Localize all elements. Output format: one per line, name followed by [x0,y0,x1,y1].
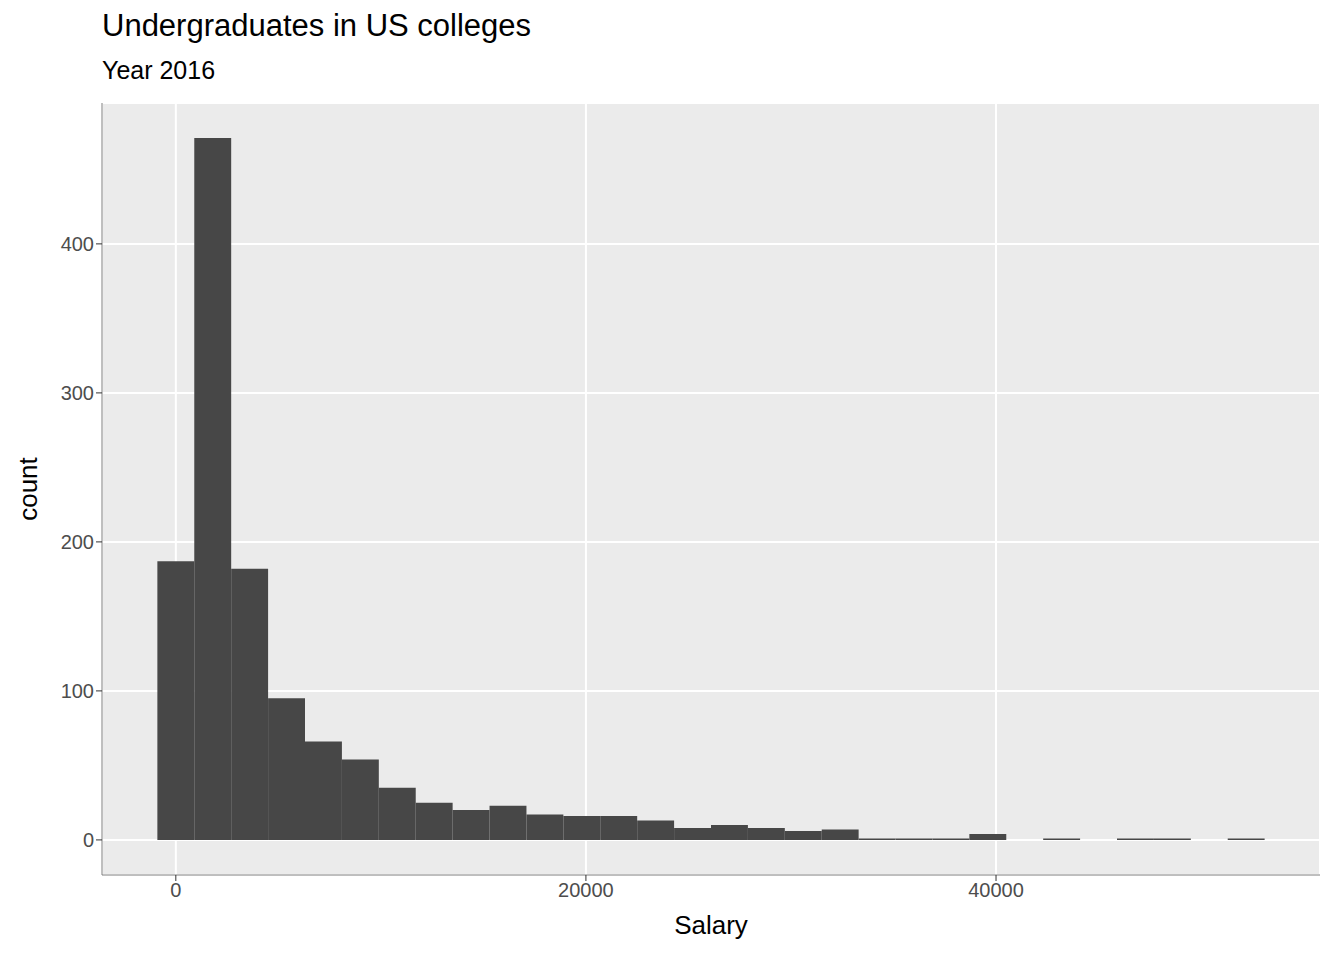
svg-text:300: 300 [61,382,94,404]
svg-text:400: 400 [61,233,94,255]
svg-text:20000: 20000 [558,879,614,901]
html-text:Undergraduates in US colleges: Undergraduates in US colleges [102,8,532,43]
svg-text:200: 200 [61,531,94,553]
svg-text:100: 100 [61,680,94,702]
svg-text:40000: 40000 [968,879,1024,901]
svg-text:0: 0 [170,879,181,901]
html-text:Year 2016: Year 2016 [102,56,216,84]
html-text:count: count [12,457,43,521]
svg-text:0: 0 [83,829,94,851]
html-text:Salary: Salary [674,910,748,940]
